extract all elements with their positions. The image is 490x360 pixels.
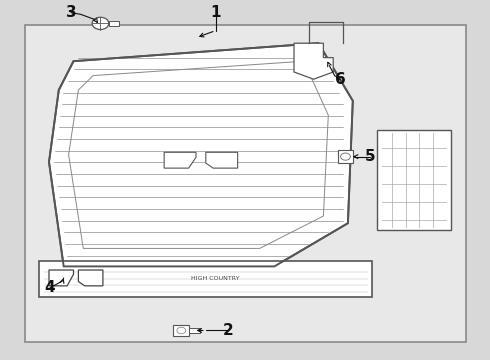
Circle shape [177, 327, 186, 334]
Text: 2: 2 [222, 323, 233, 338]
Bar [338, 150, 353, 163]
Polygon shape [164, 152, 196, 168]
Polygon shape [49, 43, 353, 266]
Polygon shape [294, 43, 333, 79]
Polygon shape [49, 270, 74, 286]
Circle shape [341, 153, 350, 160]
Polygon shape [206, 152, 238, 168]
Bar [189, 328, 200, 333]
Text: 5: 5 [365, 149, 375, 164]
Bar [109, 21, 119, 26]
Text: HIGH COUNTRY: HIGH COUNTRY [192, 276, 240, 282]
Text: 1: 1 [210, 5, 221, 20]
Polygon shape [39, 261, 372, 297]
FancyBboxPatch shape [24, 25, 465, 342]
Polygon shape [78, 270, 103, 286]
Polygon shape [377, 130, 451, 230]
Text: 6: 6 [335, 72, 346, 87]
Text: 4: 4 [45, 280, 55, 296]
Circle shape [92, 17, 109, 30]
Bar [173, 325, 189, 336]
Text: 3: 3 [66, 5, 76, 20]
